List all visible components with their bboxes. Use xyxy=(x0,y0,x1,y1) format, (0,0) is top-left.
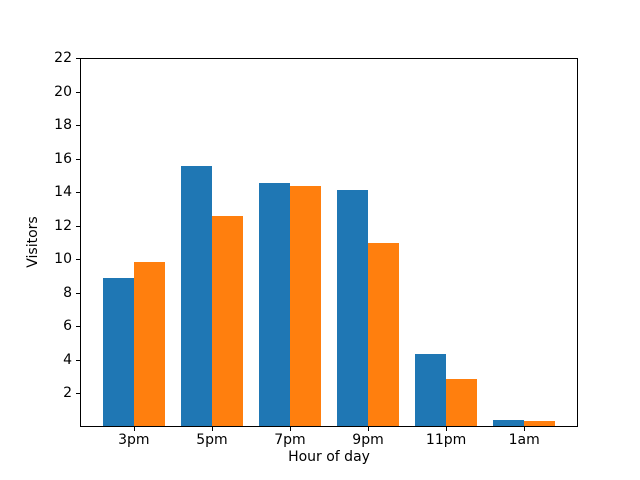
x-tick-mark xyxy=(368,427,370,431)
y-tick-label: 4 xyxy=(63,351,72,368)
y-tick-label: 14 xyxy=(54,184,72,201)
bar-orange-series-7pm xyxy=(289,186,322,426)
x-tick-mark xyxy=(446,427,448,431)
y-tick-label: 8 xyxy=(63,284,72,301)
plot-area xyxy=(80,58,578,427)
y-tick-label: 22 xyxy=(54,50,72,66)
x-tick-mark xyxy=(524,427,526,431)
y-tick-mark xyxy=(76,192,80,194)
y-tick-mark xyxy=(76,359,80,361)
x-tick-label: 7pm xyxy=(274,432,306,448)
x-tick-label: 11pm xyxy=(425,432,467,448)
bar-orange-series-5pm xyxy=(211,216,244,426)
y-tick-label: 20 xyxy=(54,83,72,100)
bar-blue-series-3pm xyxy=(102,278,134,426)
y-tick-mark xyxy=(76,292,80,294)
x-tick-label: 5pm xyxy=(196,432,228,448)
y-tick-label: 18 xyxy=(54,117,72,134)
bar-orange-series-11pm xyxy=(446,379,478,426)
x-tick-label: 3pm xyxy=(118,432,150,448)
x-tick-mark xyxy=(133,427,135,431)
bar-blue-series-1am xyxy=(492,420,525,426)
y-tick-mark xyxy=(76,158,80,160)
y-tick-label: 12 xyxy=(54,217,72,234)
x-tick-mark xyxy=(289,427,291,431)
bar-orange-series-3pm xyxy=(133,261,166,426)
y-tick-mark xyxy=(76,326,80,328)
y-tick-mark xyxy=(76,259,80,261)
y-tick-label: 6 xyxy=(63,318,72,335)
y-tick-mark xyxy=(76,91,80,93)
y-tick-mark xyxy=(76,393,80,395)
y-tick-mark xyxy=(76,58,80,59)
x-axis-label: Hour of day xyxy=(288,449,370,465)
y-tick-label: 2 xyxy=(63,385,72,402)
x-tick-label: 9pm xyxy=(352,432,384,448)
x-tick-mark xyxy=(211,427,213,431)
bar-orange-series-9pm xyxy=(368,243,400,426)
y-axis-label: Visitors xyxy=(25,216,41,268)
bar-orange-series-1am xyxy=(524,420,556,426)
bar-blue-series-11pm xyxy=(414,353,447,426)
bar-blue-series-7pm xyxy=(258,182,290,426)
bar-blue-series-9pm xyxy=(336,189,369,426)
y-tick-mark xyxy=(76,125,80,127)
y-tick-label: 10 xyxy=(54,251,72,268)
y-tick-label: 16 xyxy=(54,150,72,167)
bar-blue-series-5pm xyxy=(180,166,212,426)
x-tick-label: 1am xyxy=(508,432,540,448)
y-tick-mark xyxy=(76,225,80,227)
